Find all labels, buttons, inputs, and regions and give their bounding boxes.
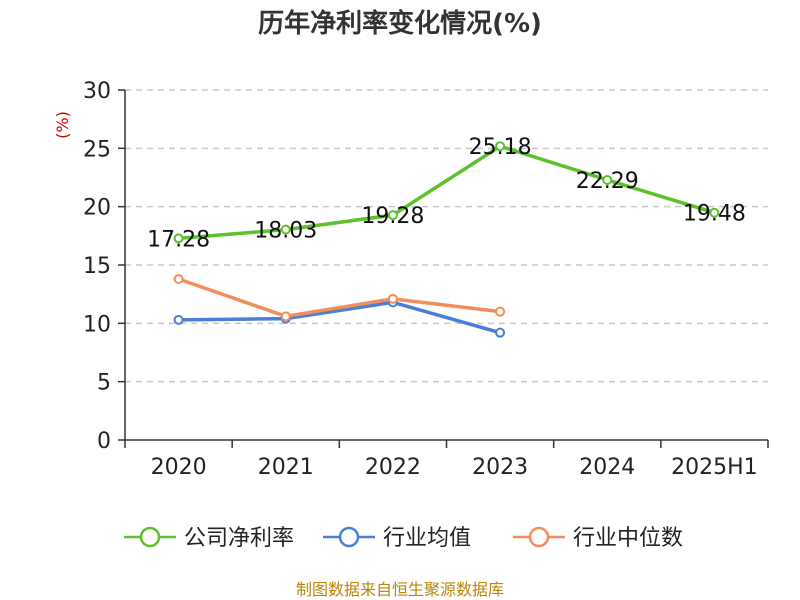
legend-item[interactable]: 行业中位数 (513, 526, 683, 551)
legend-label: 行业均值 (383, 526, 471, 551)
data-point (387, 210, 398, 221)
legend-item[interactable]: 行业均值 (323, 526, 471, 551)
data-point (495, 306, 506, 317)
y-tick-label: 10 (83, 312, 111, 337)
y-tick-label: 15 (83, 254, 111, 279)
legend-item[interactable]: 公司净利率 (124, 526, 294, 551)
legend-marker-icon (338, 526, 360, 548)
data-point (173, 233, 184, 244)
x-tick-label: 2025H1 (671, 455, 758, 480)
series-line-2 (178, 277, 501, 319)
data-point (280, 224, 291, 235)
data-label: 22.29 (576, 169, 639, 194)
y-tick-label: 0 (97, 429, 111, 454)
data-labels: 17.28 18.03 19.28 25.18 22.29 19.48 (147, 135, 746, 252)
legend-label: 行业中位数 (573, 526, 683, 551)
series-layer (173, 141, 720, 338)
x-tick-label: 2024 (579, 455, 635, 480)
data-label: 19.28 (361, 204, 424, 229)
legend: 公司净利率 行业均值 行业中位数 (124, 526, 683, 551)
source-note: 制图数据来自恒生聚源数据库 (296, 580, 504, 599)
data-point (709, 207, 720, 218)
x-tick-label: 2020 (151, 455, 207, 480)
chart-title: 历年净利率变化情况(%) (258, 8, 542, 39)
y-tick-label: 5 (97, 371, 111, 396)
data-point (495, 327, 506, 338)
gridlines (125, 89, 768, 383)
y-tick-label: 25 (83, 137, 111, 162)
legend-marker-icon (528, 526, 550, 548)
data-label: 17.28 (147, 227, 210, 252)
data-point (280, 311, 291, 322)
series-line-0 (178, 144, 715, 241)
x-tick-label: 2023 (472, 455, 528, 480)
data-point (495, 141, 506, 152)
data-point (173, 274, 184, 284)
data-point (602, 174, 613, 185)
y-tick-label: 20 (83, 196, 111, 221)
y-axis-label: (%) (53, 111, 72, 139)
data-label: 25.18 (469, 135, 532, 160)
legend-label: 公司净利率 (184, 526, 294, 551)
data-label: 18.03 (254, 219, 317, 244)
y-tick-label: 30 (83, 79, 111, 104)
data-label: 19.48 (683, 202, 746, 227)
data-point (173, 314, 184, 325)
series-line-1 (178, 300, 501, 335)
x-tick-label: 2022 (365, 455, 421, 480)
axes: 0 5 10 15 20 25 30 2020 2021 2022 2023 2024 2025H1 (83, 79, 769, 480)
data-point (387, 293, 398, 304)
x-tick-label: 2021 (258, 455, 314, 480)
legend-marker-icon (139, 526, 161, 548)
